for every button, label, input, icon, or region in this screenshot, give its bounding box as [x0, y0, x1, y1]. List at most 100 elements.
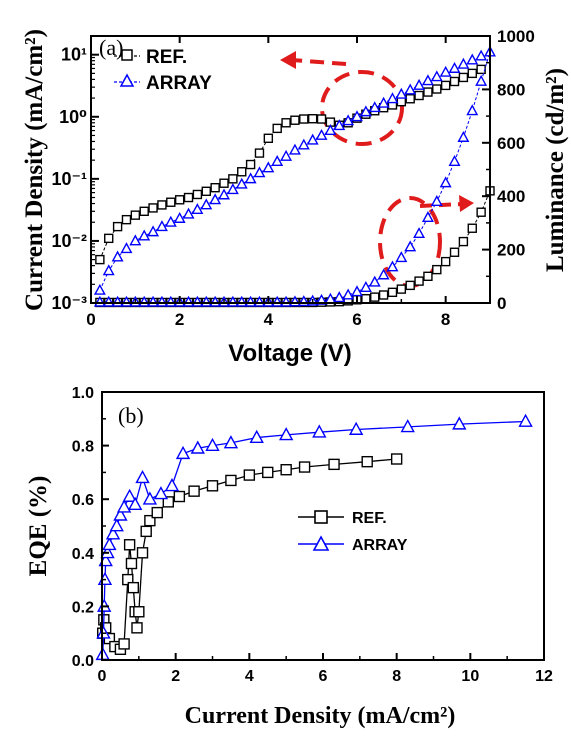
panel-b-label: (b)	[118, 403, 144, 428]
data-point	[210, 183, 220, 193]
data-point	[423, 271, 433, 281]
data-point	[324, 124, 337, 136]
data-point	[144, 514, 156, 527]
data-point	[361, 455, 373, 468]
data-point	[440, 80, 451, 91]
data-point	[368, 275, 381, 287]
y-tick-label: 0.2	[72, 599, 94, 616]
x-tick-label: 6	[319, 668, 328, 685]
data-point	[102, 536, 117, 551]
data-point	[361, 294, 371, 304]
legend-array-marker-b	[312, 535, 330, 551]
data-point	[226, 183, 239, 195]
left-arrow-head	[280, 51, 296, 69]
data-point	[191, 203, 204, 215]
data-point	[414, 90, 424, 101]
x-tick-label: 6	[352, 310, 361, 329]
x-tick-label: 0	[98, 668, 107, 685]
data-point	[449, 247, 460, 257]
data-point	[386, 260, 399, 272]
data-point	[476, 207, 486, 217]
data-point	[175, 445, 191, 460]
data-point	[405, 94, 415, 104]
data-point	[102, 264, 115, 276]
data-point	[390, 453, 403, 465]
y-axis-label-a: Current Density (mA/cm²)	[21, 29, 48, 311]
data-point	[396, 96, 407, 107]
legend-array-label: ARRAY	[146, 73, 212, 94]
x-tick-label: 8	[441, 310, 450, 329]
data-point	[223, 435, 239, 449]
data-point	[348, 421, 364, 435]
data-point	[413, 78, 426, 90]
data-point	[96, 625, 111, 639]
data-point	[173, 211, 186, 223]
y-tick-label: 10⁻²	[51, 231, 87, 251]
data-point	[458, 72, 469, 83]
data-point	[297, 138, 310, 150]
y-right-tick-label: 600	[497, 134, 525, 153]
data-point	[290, 115, 300, 125]
x-tick-label: 2	[171, 668, 180, 685]
data-point	[127, 581, 140, 594]
data-point	[272, 123, 282, 134]
data-point	[131, 622, 143, 634]
data-point	[209, 193, 222, 205]
data-point	[476, 64, 486, 75]
data-point	[280, 464, 292, 476]
data-point	[342, 114, 355, 126]
data-point	[206, 480, 219, 492]
legend-array-label-b: ARRAY	[352, 537, 408, 554]
data-point	[192, 189, 203, 200]
data-point	[449, 76, 460, 87]
data-point	[201, 186, 211, 197]
data-point	[182, 207, 195, 219]
y-tick-label: 0.4	[72, 546, 94, 563]
data-point	[174, 195, 185, 205]
x-tick-label: 12	[535, 668, 553, 685]
data-point	[333, 119, 346, 131]
x-axis-label-a: Voltage (V)	[228, 340, 352, 367]
data-point	[200, 198, 213, 210]
data-point	[135, 469, 150, 484]
legend-array-marker	[119, 73, 135, 87]
data-point	[148, 203, 158, 213]
data-point	[400, 419, 415, 433]
data-point	[142, 491, 158, 505]
data-point	[421, 211, 434, 223]
data-point	[448, 154, 461, 166]
data-point	[288, 143, 301, 155]
data-point	[328, 458, 340, 471]
y-right-tick-label: 400	[497, 187, 525, 206]
y-right-tick-label: 0	[497, 294, 506, 313]
data-point	[475, 74, 488, 86]
data-point	[164, 478, 180, 492]
data-point	[404, 83, 417, 95]
data-point	[245, 159, 256, 170]
data-point	[405, 280, 415, 291]
data-point	[105, 526, 121, 540]
y-tick-label: 10⁰	[59, 107, 87, 127]
data-point	[271, 155, 284, 167]
data-point	[122, 488, 137, 502]
data-point	[151, 506, 163, 519]
right-arrow-head	[459, 195, 474, 212]
data-point	[133, 606, 145, 618]
data-point	[342, 288, 355, 300]
data-point	[312, 424, 327, 438]
data-point	[315, 293, 328, 305]
data-point	[123, 539, 136, 551]
data-point	[111, 250, 124, 262]
data-point	[359, 281, 372, 292]
x-tick-label: 8	[392, 668, 401, 685]
data-point	[112, 221, 123, 232]
panel-a: 0 2 4 6 8 10⁻³ 10⁻² 10⁻¹ 10⁰ 10¹ 0 200 400 600 800 1000…	[21, 27, 569, 367]
x-tick-label: 4	[245, 668, 254, 685]
data-point	[378, 290, 389, 300]
y-tick-label: 10⁻¹	[51, 169, 87, 189]
data-point	[129, 234, 142, 246]
data-point	[457, 130, 470, 142]
data-point	[262, 466, 274, 479]
panel-b: 0 2 4 6 8 10 12 0.0 0.2 0.4 0.6 0.8 1.0 (b) REF. ARR…	[25, 385, 553, 729]
data-point	[120, 242, 133, 254]
